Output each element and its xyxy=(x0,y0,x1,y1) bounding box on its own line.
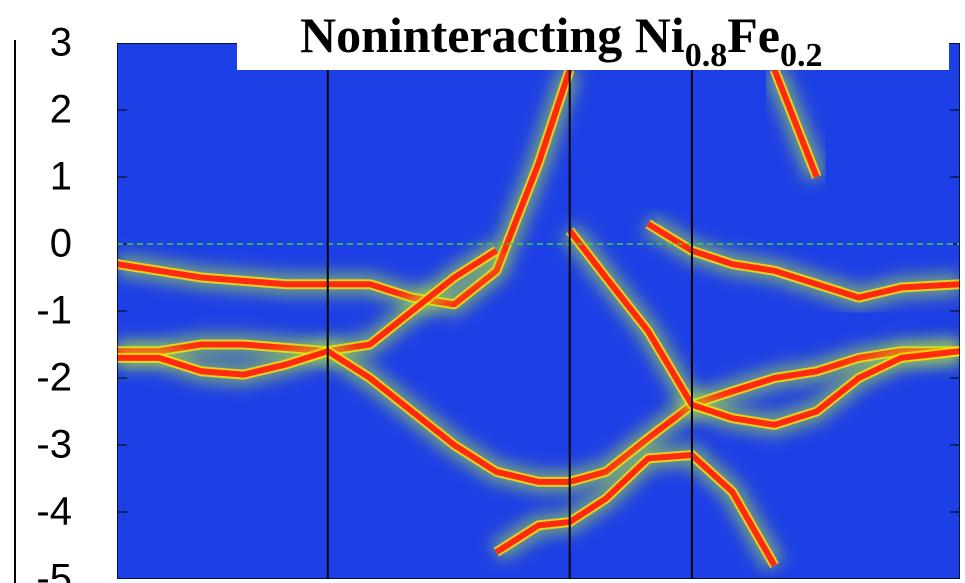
y-tick-label: -5 xyxy=(36,557,72,583)
title-text: Noninteracting Ni xyxy=(300,7,685,63)
y-tick-label: 2 xyxy=(50,88,72,132)
plot-area xyxy=(117,43,960,579)
title-text: Fe xyxy=(727,7,780,63)
y-tick-label: 3 xyxy=(50,21,72,65)
y-tick-label: -1 xyxy=(36,289,72,333)
y-tick-label: 1 xyxy=(50,155,72,199)
title-subscript: 0.2 xyxy=(780,37,823,74)
chart: Noninteracting Ni0.8Fe0.2 3 2 1 0 -1 -2 -3 -4 -5 xyxy=(0,0,965,583)
y-tick-label: -2 xyxy=(36,356,72,400)
title-subscript: 0.8 xyxy=(685,37,728,74)
y-tick-label: -3 xyxy=(36,423,72,467)
y-tick-label: -4 xyxy=(36,490,72,534)
y-tick-label: 0 xyxy=(50,222,72,266)
plot-background xyxy=(117,43,960,579)
